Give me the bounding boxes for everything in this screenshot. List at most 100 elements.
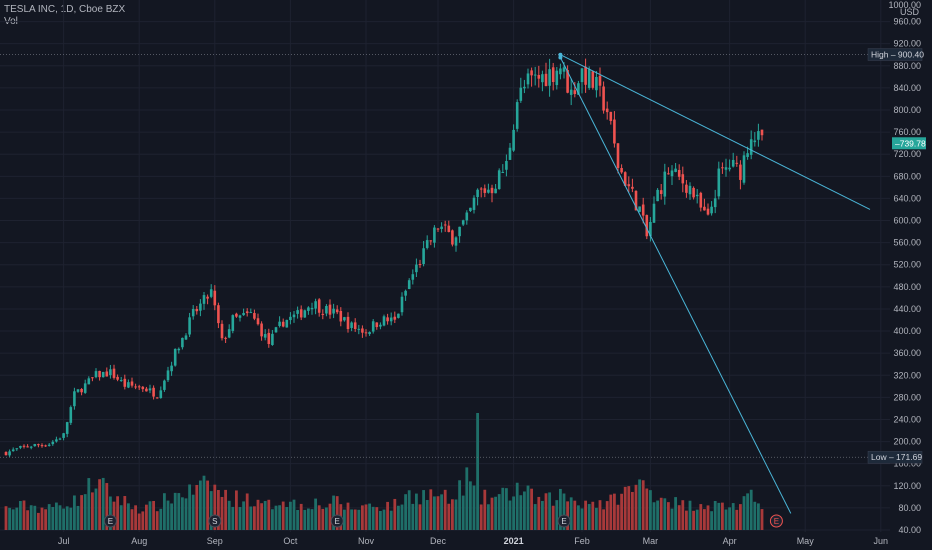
candle-body xyxy=(281,321,285,327)
volume-bar xyxy=(659,497,663,530)
volume-bar xyxy=(584,500,587,530)
candle-body xyxy=(69,407,73,423)
volume-bar xyxy=(461,495,465,530)
candle-body xyxy=(613,119,616,144)
candle-body xyxy=(476,189,479,198)
volume-bar xyxy=(591,501,595,530)
volume-bar xyxy=(418,504,422,530)
volume-bar xyxy=(87,478,91,530)
candle-body xyxy=(638,206,641,212)
event-marker-icon xyxy=(103,514,117,528)
price-axis[interactable]: 40.00 80.00 120.00 160.00 200.00 240.00 280.00… xyxy=(867,0,926,535)
candle-body xyxy=(544,73,548,87)
candle-body xyxy=(436,228,440,230)
candle-body xyxy=(512,129,515,151)
candle-body xyxy=(76,389,80,392)
trendlines[interactable] xyxy=(558,52,871,514)
candle-body xyxy=(508,147,512,160)
candle-body xyxy=(465,212,469,221)
volume-bar xyxy=(443,489,447,530)
candle-body xyxy=(382,316,386,326)
candle-body xyxy=(249,312,253,314)
candle-body xyxy=(310,307,314,310)
volume-bar xyxy=(652,502,656,530)
volume-bar xyxy=(703,509,706,530)
event-marker-icon xyxy=(330,514,344,528)
x-tick-label: Jun xyxy=(874,536,889,546)
volume-bar xyxy=(98,479,101,530)
volume-bar xyxy=(191,494,195,530)
candle-body xyxy=(364,332,368,334)
candle-body xyxy=(227,329,231,338)
currency-label: USD xyxy=(900,7,920,17)
candle-body xyxy=(674,168,677,172)
candle-body xyxy=(605,108,609,113)
candle-body xyxy=(101,371,105,378)
candle-body xyxy=(44,445,47,447)
volume-bar xyxy=(152,500,155,530)
candle-body xyxy=(451,230,454,245)
volume-bar xyxy=(69,507,73,530)
volume-bars xyxy=(4,413,764,530)
x-tick-label: Apr xyxy=(723,536,737,546)
volume-bar xyxy=(285,507,289,530)
volume-bar xyxy=(159,508,163,530)
volume-bar xyxy=(94,488,98,530)
volume-bar xyxy=(425,500,429,530)
candle-body xyxy=(181,337,184,348)
y-tick-label: 720.00 xyxy=(893,149,921,159)
x-tick-label: Oct xyxy=(283,536,298,546)
y-tick-label: 120.00 xyxy=(893,481,921,491)
y-tick-label: 880.00 xyxy=(893,61,921,71)
candle-body xyxy=(195,308,199,312)
volume-bar xyxy=(73,495,76,530)
candle-body xyxy=(519,87,523,101)
volume-bar xyxy=(195,484,199,530)
volume-bar xyxy=(587,504,591,530)
candle-body xyxy=(11,449,15,452)
volume-bar xyxy=(317,505,321,530)
volume-bar xyxy=(238,507,242,530)
candle-body xyxy=(710,206,713,214)
volume-bar xyxy=(123,496,127,530)
volume-bar xyxy=(440,494,443,530)
x-tick-label: Aug xyxy=(131,536,147,546)
low-badge-box xyxy=(867,450,923,464)
candle-body xyxy=(731,159,735,167)
volume-bar xyxy=(479,504,483,530)
volume-bar xyxy=(249,506,253,530)
volume-bar xyxy=(368,503,371,530)
time-axis[interactable]: Jul Aug Sep Oct Nov Dec 2021 Feb Mar Apr May Jun xyxy=(58,536,888,546)
candle-body xyxy=(760,129,764,136)
candle-body xyxy=(238,315,242,318)
volume-bar xyxy=(753,501,757,530)
volume-bar xyxy=(717,502,721,530)
candle-body xyxy=(616,143,620,168)
candle-body xyxy=(667,173,670,175)
volume-bar xyxy=(656,500,659,530)
candle-body xyxy=(152,387,155,397)
volume-bar xyxy=(533,504,537,530)
volume-bar xyxy=(371,506,375,530)
volume-bar xyxy=(173,492,177,530)
volume-bar xyxy=(447,503,451,530)
candle-body xyxy=(515,102,519,129)
candle-body xyxy=(296,310,299,314)
candle-body xyxy=(717,168,721,197)
volume-bar xyxy=(274,505,278,530)
y-tick-label: 680.00 xyxy=(893,171,921,181)
volume-bar xyxy=(663,498,667,530)
candle-body xyxy=(620,168,623,173)
volume-bar xyxy=(314,498,317,530)
candle-body xyxy=(220,323,224,339)
y-top-label: 1000.00 xyxy=(888,0,921,10)
candle-body xyxy=(62,433,65,438)
volume-bar xyxy=(40,507,44,530)
candle-body xyxy=(497,170,501,190)
volume-bar xyxy=(206,480,209,530)
volume-bar xyxy=(677,505,681,530)
volume-bar xyxy=(454,499,458,530)
candle-body xyxy=(649,221,652,237)
